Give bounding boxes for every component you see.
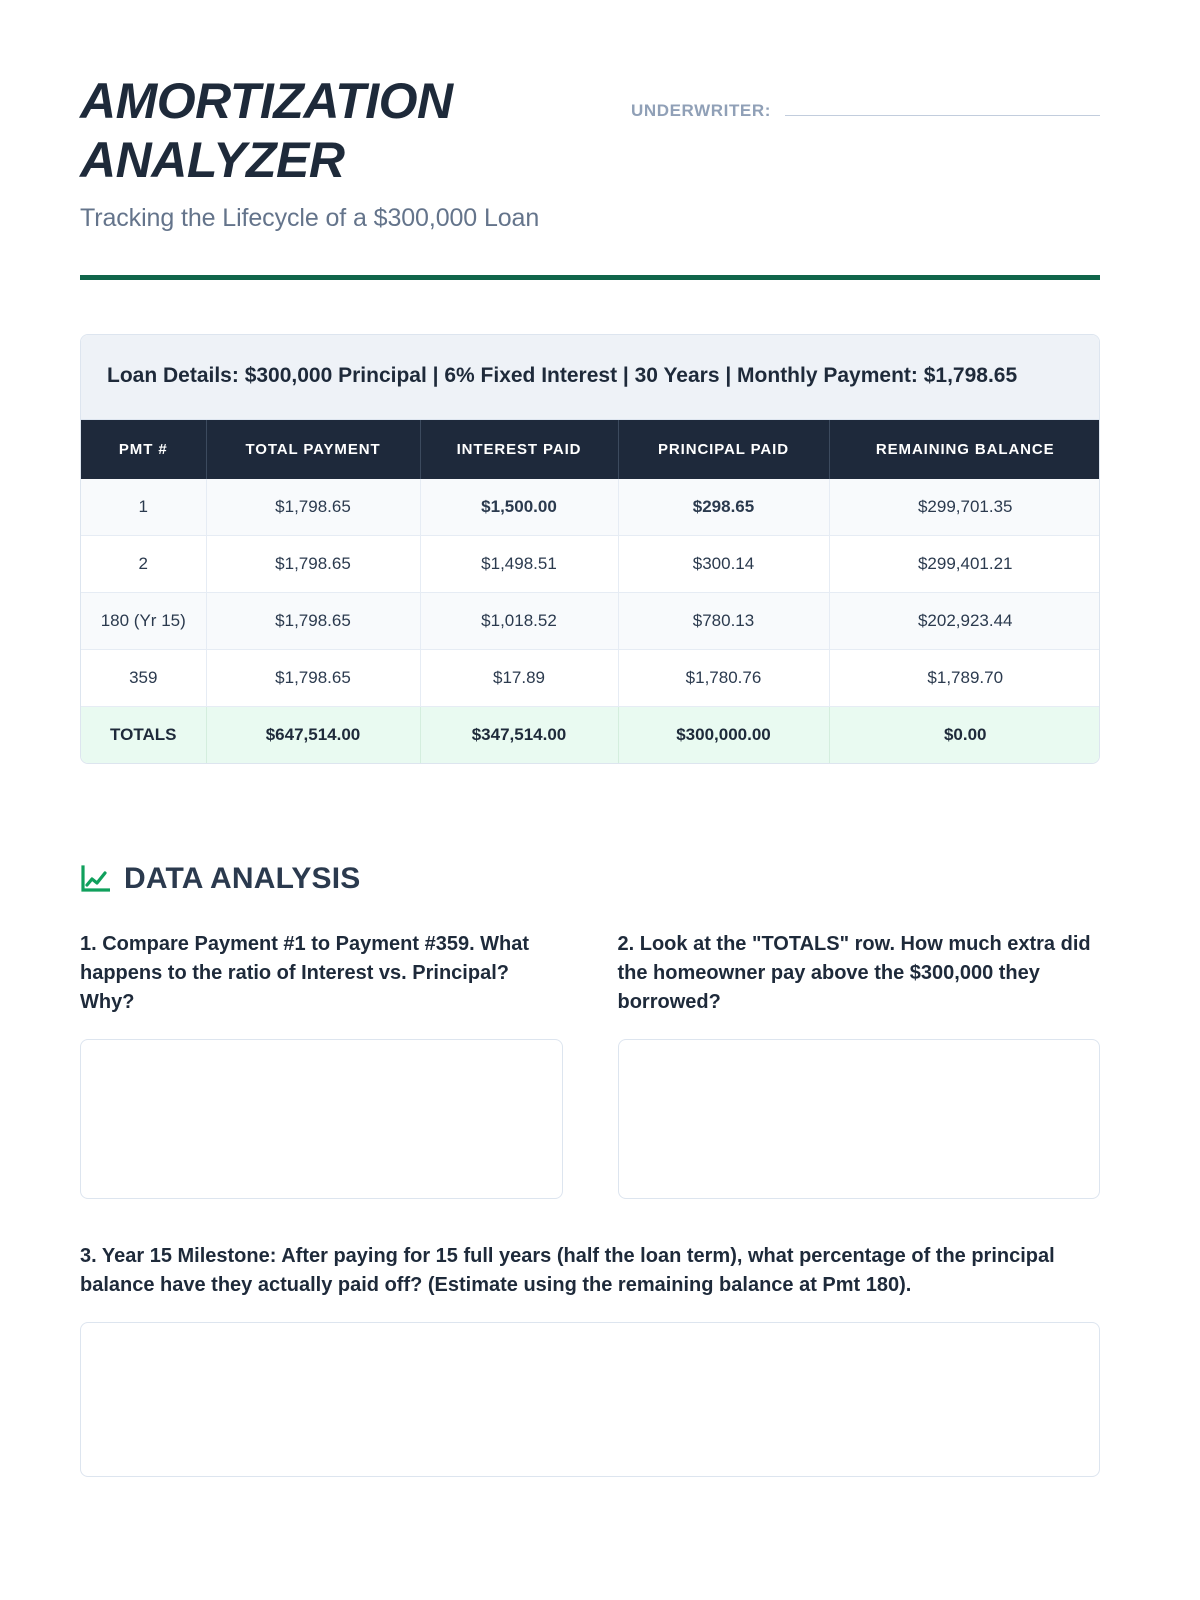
column-header-principal-paid: PRINCIPAL PAID [618, 420, 830, 480]
page-subtitle: Tracking the Lifecycle of a $300,000 Loa… [80, 204, 540, 232]
header-divider [80, 275, 1100, 280]
cell-totals-label: TOTALS [81, 706, 207, 764]
table-totals-row: TOTALS $647,514.00 $347,514.00 $300,000.… [81, 706, 1099, 764]
cell-principal-paid: $298.65 [618, 479, 830, 537]
cell-remaining-balance: $202,923.44 [829, 592, 1099, 651]
section-title: DATA ANALYSIS [124, 862, 361, 895]
cell-remaining-balance: $299,401.21 [829, 535, 1099, 594]
question-block-2: 2. Look at the "TOTALS" row. How much ex… [617, 930, 1100, 1199]
answer-box-3[interactable] [80, 1322, 1100, 1477]
cell-pmt: 359 [81, 649, 207, 708]
cell-total-payment: $1,798.65 [206, 479, 421, 537]
column-header-remaining-balance: REMAINING BALANCE [829, 420, 1099, 480]
column-header-total-payment: TOTAL PAYMENT [206, 420, 421, 480]
cell-interest-paid: $17.89 [420, 649, 619, 708]
loan-details-caption: Loan Details: $300,000 Principal | 6% Fi… [81, 335, 1099, 421]
cell-remaining-balance: $299,701.35 [829, 479, 1099, 537]
table-row: 2 $1,798.65 $1,498.51 $300.14 $299,401.2… [81, 535, 1099, 594]
question-text-1: 1. Compare Payment #1 to Payment #359. W… [80, 933, 530, 1013]
question-text-3: 3. Year 15 Milestone: After paying for 1… [80, 1245, 1055, 1296]
cell-interest-paid: $1,498.51 [420, 535, 619, 594]
amortization-table: PMT # TOTAL PAYMENT INTEREST PAID PRINCI… [81, 420, 1099, 764]
cell-totals-total-payment: $647,514.00 [206, 706, 421, 764]
cell-interest-paid: $1,500.00 [420, 479, 619, 537]
underwriter-input[interactable] [785, 92, 1100, 116]
cell-principal-paid: $780.13 [618, 592, 830, 651]
cell-interest-paid: $1,018.52 [420, 592, 619, 651]
column-header-pmt: PMT # [81, 420, 207, 480]
cell-pmt: 1 [81, 479, 207, 537]
question-block-1: 1. Compare Payment #1 to Payment #359. W… [80, 930, 563, 1199]
cell-principal-paid: $300.14 [618, 535, 830, 594]
cell-totals-interest-paid: $347,514.00 [420, 706, 619, 764]
cell-pmt: 180 (Yr 15) [81, 592, 207, 651]
question-block-3: 3. Year 15 Milestone: After paying for 1… [80, 1242, 1100, 1477]
cell-totals-remaining-balance: $0.00 [829, 706, 1099, 764]
page-header: AMORTIZATION ANALYZER Tracking the Lifec… [80, 72, 1100, 233]
table-row: 180 (Yr 15) $1,798.65 $1,018.52 $780.13 … [81, 592, 1099, 651]
table-header-row: PMT # TOTAL PAYMENT INTEREST PAID PRINCI… [81, 420, 1099, 480]
cell-total-payment: $1,798.65 [206, 592, 421, 651]
underwriter-field: UNDERWRITER: [631, 92, 1100, 121]
cell-principal-paid: $1,780.76 [618, 649, 830, 708]
cell-total-payment: $1,798.65 [206, 535, 421, 594]
data-analysis-heading: DATA ANALYSIS [80, 862, 361, 896]
cell-remaining-balance: $1,789.70 [829, 649, 1099, 708]
cell-total-payment: $1,798.65 [206, 649, 421, 708]
line-chart-icon [80, 865, 110, 893]
underwriter-label: UNDERWRITER: [630, 101, 771, 120]
amortization-table-card: Loan Details: $300,000 Principal | 6% Fi… [80, 334, 1100, 765]
table-row: 1 $1,798.65 $1,500.00 $298.65 $299,701.3… [81, 479, 1099, 537]
table-row: 359 $1,798.65 $17.89 $1,780.76 $1,789.70 [81, 649, 1099, 708]
question-text-2: 2. Look at the "TOTALS" row. How much ex… [617, 933, 1091, 1013]
answer-box-1[interactable] [80, 1039, 563, 1199]
cell-pmt: 2 [81, 535, 207, 594]
answer-box-2[interactable] [617, 1039, 1100, 1199]
page-title: AMORTIZATION ANALYZER [80, 73, 453, 188]
questions-grid: 1. Compare Payment #1 to Payment #359. W… [80, 930, 1100, 1199]
column-header-interest-paid: INTEREST PAID [420, 420, 619, 480]
cell-totals-principal-paid: $300,000.00 [618, 706, 830, 764]
title-block: AMORTIZATION ANALYZER Tracking the Lifec… [80, 72, 631, 233]
